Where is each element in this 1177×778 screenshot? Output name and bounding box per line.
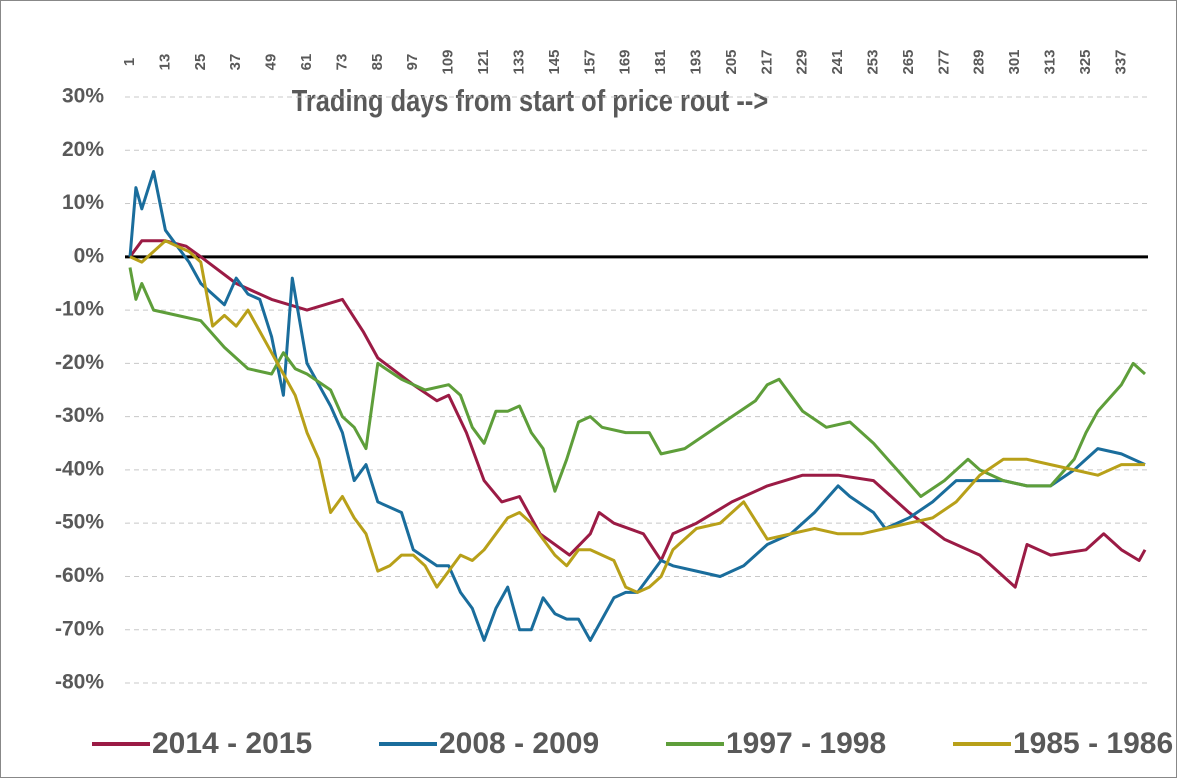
legend-label: 1985 - 1986: [1013, 727, 1173, 760]
x-tick-label: 37: [227, 54, 244, 71]
x-tick-label: 289: [971, 49, 988, 74]
x-tick-label: 193: [687, 49, 704, 74]
x-tick-label: 337: [1112, 49, 1129, 74]
x-tick-label: 25: [192, 54, 209, 71]
x-tick-label: 49: [263, 54, 280, 71]
x-tick-label: 145: [546, 49, 563, 74]
x-tick-label: 277: [935, 49, 952, 74]
y-tick-label: 30%: [62, 85, 104, 108]
x-tick-label: 301: [1006, 49, 1023, 74]
x-tick-label: 13: [156, 54, 173, 71]
y-tick-label: 10%: [62, 191, 104, 214]
x-tick-label: 205: [723, 49, 740, 74]
legend-label: 2014 - 2015: [152, 727, 312, 760]
x-tick-label: 325: [1077, 49, 1094, 74]
x-tick-label: 109: [440, 49, 457, 74]
line-series: [128, 239, 1147, 589]
x-tick-label: 181: [652, 49, 669, 74]
y-tick-label: -80%: [55, 671, 104, 694]
x-tick-label: 265: [900, 49, 917, 74]
x-tick-label: 121: [475, 49, 492, 74]
y-tick-label: -10%: [55, 298, 104, 321]
x-tick-label: 157: [581, 49, 598, 74]
y-tick-label: 20%: [62, 138, 104, 161]
x-tick-label: 253: [865, 49, 882, 74]
y-tick-label: -70%: [55, 617, 104, 640]
legend-label: 2008 - 2009: [439, 727, 599, 760]
x-axis-title: Trading days from start of price rout --…: [292, 84, 768, 119]
legend-label: 1997 - 1998: [726, 727, 886, 760]
line-series: [128, 267, 1147, 498]
y-tick-label: -20%: [55, 351, 104, 374]
x-tick-label: 1: [121, 58, 138, 66]
x-tick-label: 97: [404, 54, 421, 71]
y-tick-label: -40%: [55, 457, 104, 480]
x-tick-label: 241: [829, 49, 846, 74]
x-tick-label: 85: [369, 54, 386, 71]
line-series: [129, 239, 1145, 594]
y-tick-label: 0%: [74, 244, 105, 267]
x-tick-label: 169: [617, 49, 634, 74]
x-tick-label: 313: [1042, 49, 1059, 74]
x-tick-label: 61: [298, 54, 315, 71]
y-tick-label: -50%: [55, 511, 104, 534]
x-tick-label: 217: [758, 49, 775, 74]
x-tick-label: 229: [794, 49, 811, 74]
x-tick-label: 73: [333, 54, 350, 71]
y-tick-label: -30%: [55, 404, 104, 427]
y-tick-label: -60%: [55, 564, 104, 587]
x-tick-label: 133: [510, 49, 527, 74]
